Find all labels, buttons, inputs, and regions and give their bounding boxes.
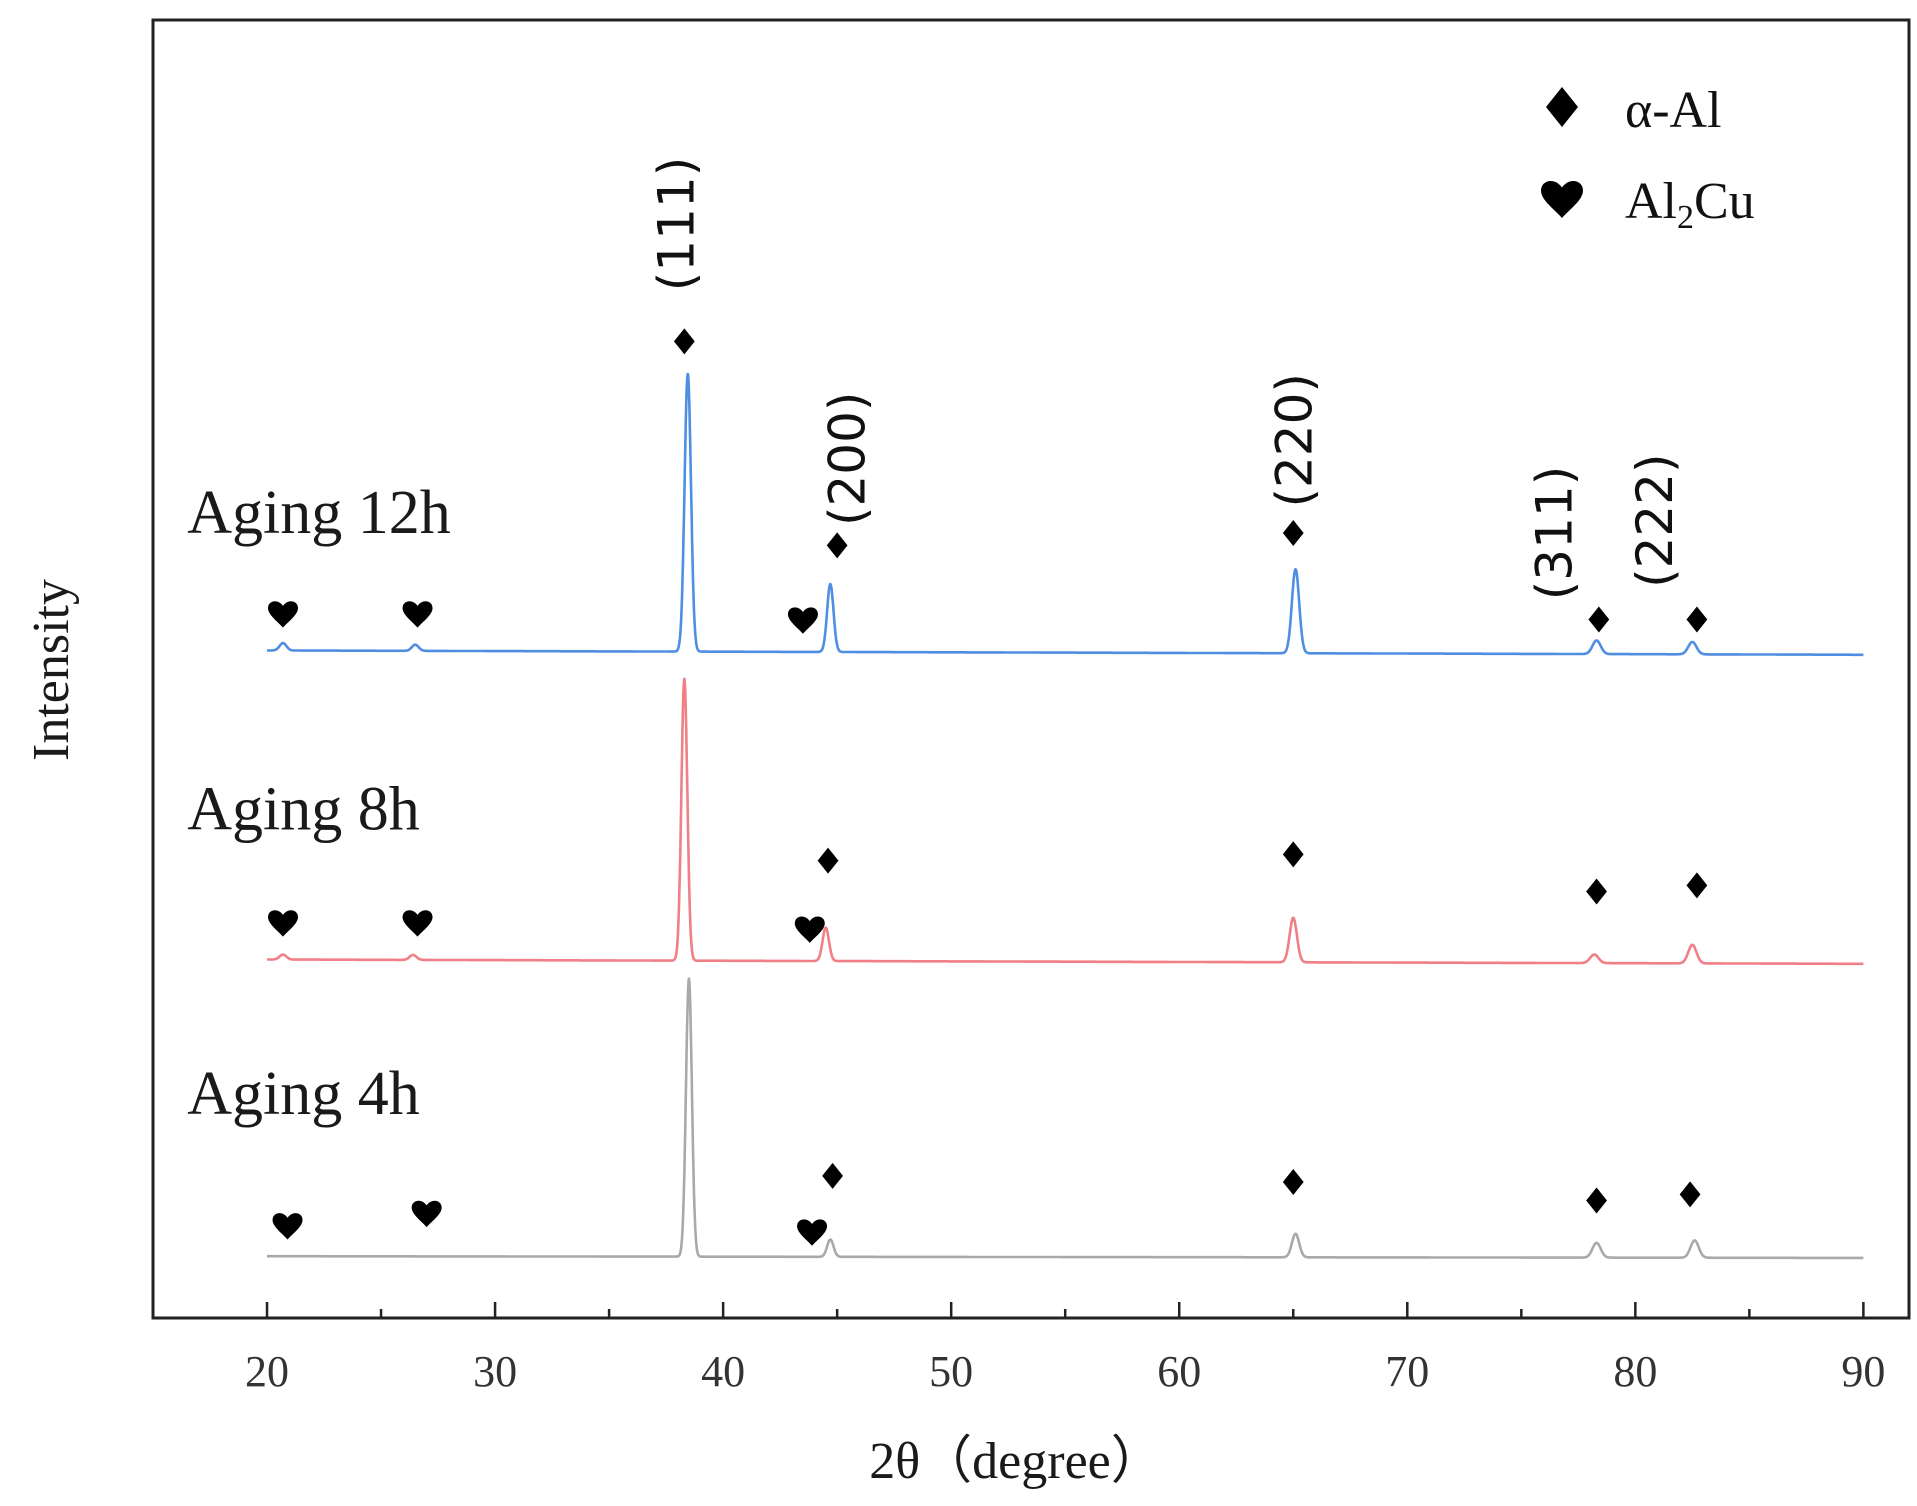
al2cu-marker-icon [402, 601, 433, 628]
sample-label: Aging 12h [187, 479, 451, 547]
al2cu-marker-icon [794, 916, 825, 943]
y-axis-label: Intensity [23, 579, 80, 761]
axes [151, 18, 1911, 1320]
x-tick-label: 60 [1157, 1347, 1201, 1396]
series-line-aging-12h [266, 372, 1865, 657]
legend: α-Al Al2Cu [1541, 82, 1755, 236]
hkl-label: (311) [1526, 466, 1584, 600]
alpha-al-marker-icon [822, 1162, 843, 1189]
x-tick-label: 30 [473, 1347, 517, 1396]
x-tick-label: 20 [245, 1347, 289, 1396]
alpha-al-marker-icon [1588, 606, 1610, 633]
legend-heart-icon [1541, 181, 1583, 218]
x-tick-label: 70 [1385, 1347, 1429, 1396]
alpha-al-marker-icon [1282, 520, 1304, 547]
plot-frame [151, 18, 1911, 1320]
x-tick-label: 90 [1841, 1347, 1885, 1396]
legend-diamond-icon [1546, 87, 1578, 127]
al2cu-marker-icon [787, 607, 818, 634]
x-axis-label: 2θ（degree） [869, 1433, 1162, 1490]
hkl-label: (111) [648, 157, 706, 291]
al2cu-marker-icon [272, 1213, 303, 1240]
alpha-al-marker-icon [1282, 841, 1304, 868]
al2cu-marker-icon [797, 1219, 828, 1246]
x-tick-label: 80 [1613, 1347, 1657, 1396]
al2cu-marker-icon [267, 910, 298, 937]
alpha-al-marker-icon [1282, 1169, 1304, 1196]
hkl-label: (220) [1266, 373, 1324, 507]
al2cu-marker-icon [267, 601, 298, 628]
alpha-al-marker-icon [1686, 606, 1708, 633]
hkl-label: (200) [819, 392, 877, 526]
alpha-al-marker-icon [1586, 878, 1607, 905]
series-line-aging-8h [266, 677, 1865, 966]
alpha-al-marker-icon [1679, 1181, 1701, 1208]
sample-label: Aging 4h [187, 1060, 420, 1128]
legend-label-al2cu: Al2Cu [1625, 173, 1755, 236]
series-layer [266, 372, 1865, 1260]
hkl-label: (222) [1626, 453, 1684, 587]
alpha-al-marker-icon [673, 328, 695, 355]
annotations: Aging 12h Aging 8h Aging 4h (111) (200) (220)… [187, 157, 1684, 1128]
x-axis-ticks: 20 30 40 50 60 70 80 90 [245, 1302, 1885, 1396]
legend-label-alpha-al: α-Al [1625, 82, 1722, 139]
peak-markers [267, 328, 1708, 1246]
alpha-al-marker-icon [826, 532, 848, 559]
series-line-aging-4h [266, 977, 1865, 1260]
al2cu-marker-icon [411, 1200, 442, 1228]
alpha-al-marker-icon [1586, 1187, 1607, 1214]
al2cu-marker-icon [402, 910, 433, 937]
sample-label: Aging 8h [187, 776, 420, 844]
alpha-al-marker-icon [817, 847, 839, 874]
alpha-al-marker-icon [1686, 872, 1708, 899]
x-tick-label: 50 [929, 1347, 973, 1396]
x-tick-label: 40 [701, 1347, 745, 1396]
